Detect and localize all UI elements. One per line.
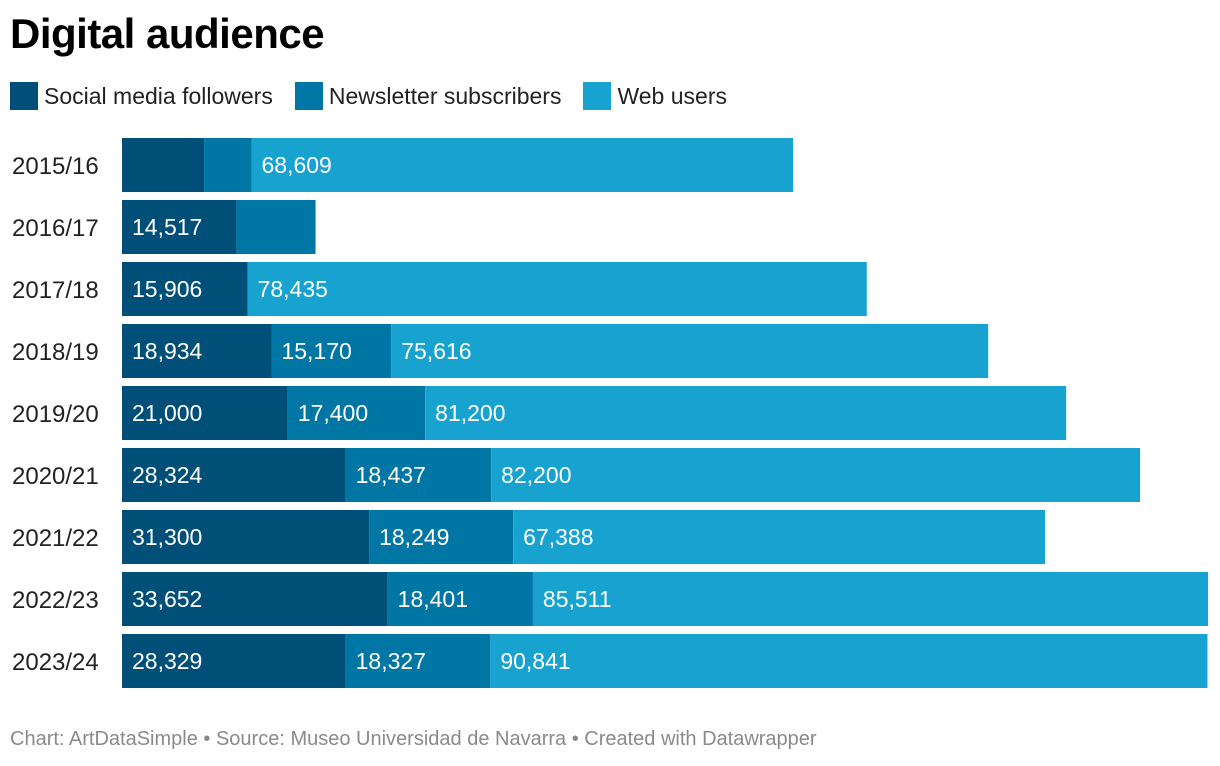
bar-segment (369, 510, 514, 564)
bar-segment (513, 510, 1046, 564)
data-label: 75,616 (401, 338, 471, 364)
data-label: 85,511 (543, 586, 612, 612)
data-label: 21,000 (132, 400, 202, 426)
category-label: 2016/17 (12, 215, 99, 242)
data-label: 28,329 (132, 648, 202, 674)
category-label: 2022/23 (12, 587, 99, 614)
bar-segment (387, 572, 533, 626)
data-label: 18,437 (356, 462, 426, 488)
data-label: 14,517 (132, 214, 202, 240)
data-label: 28,324 (132, 462, 203, 488)
bar-segment (122, 262, 248, 316)
data-label: 90,841 (500, 648, 570, 674)
category-label: 2017/18 (12, 277, 99, 304)
category-label: 2018/19 (12, 339, 99, 366)
legend-swatch-web (583, 82, 612, 110)
data-label: 18,934 (132, 338, 203, 364)
legend-item-newsletter: Newsletter subscribers (294, 82, 562, 110)
bar-segment (490, 634, 1208, 688)
data-label: 81,200 (435, 400, 505, 426)
legend-swatch-newsletter (294, 82, 323, 110)
legend-label-social: Social media followers (44, 82, 273, 109)
bar-segment (287, 386, 426, 440)
category-label: 2020/21 (12, 463, 99, 490)
bar-segment (236, 200, 316, 254)
bar-segment (122, 634, 346, 688)
bar-segment (204, 138, 252, 192)
bar-segment (425, 386, 1067, 440)
data-label: 17,400 (298, 400, 368, 426)
category-label: 2019/20 (12, 401, 99, 428)
bar-segment (345, 448, 492, 502)
category-label: 2015/16 (12, 153, 99, 180)
bar-segment (391, 324, 989, 378)
bar-segment (345, 634, 491, 688)
legend-label-web: Web users (617, 82, 727, 109)
bar-segment (122, 510, 370, 564)
data-label: 15,170 (281, 338, 351, 364)
chart-title: Digital audience (10, 10, 325, 57)
chart-footer: Chart: ArtDataSimple • Source: Museo Uni… (10, 728, 817, 750)
data-label: 33,652 (132, 586, 202, 612)
data-label: 68,609 (261, 152, 331, 178)
bar-segment (251, 138, 794, 192)
bar-segment (122, 324, 272, 378)
bar-segment (247, 262, 867, 316)
bar-segment (122, 138, 205, 192)
legend-swatch-social (10, 82, 38, 110)
legend-label-newsletter: Newsletter subscribers (328, 82, 562, 109)
category-label: 2023/24 (12, 649, 99, 676)
bar-segment (532, 572, 1208, 626)
category-label: 2021/22 (12, 525, 99, 552)
data-label: 18,401 (398, 586, 468, 612)
legend-item-web: Web users (583, 82, 727, 110)
data-label: 67,388 (523, 524, 593, 550)
legend-item-social: Social media followers (10, 82, 273, 110)
bar-segment (271, 324, 392, 378)
data-label: 31,300 (132, 524, 202, 550)
bar-segment (491, 448, 1141, 502)
data-label: 18,249 (379, 524, 449, 550)
bar-segment (122, 200, 237, 254)
data-label: 18,327 (356, 648, 426, 674)
data-label: 15,906 (132, 276, 202, 302)
bar-segment (122, 572, 388, 626)
legend: Social media followers Newsletter subscr… (10, 82, 749, 110)
bar-segment (122, 448, 346, 502)
bar-segment (122, 386, 288, 440)
data-label: 78,435 (258, 276, 328, 302)
data-label: 82,200 (501, 462, 571, 488)
